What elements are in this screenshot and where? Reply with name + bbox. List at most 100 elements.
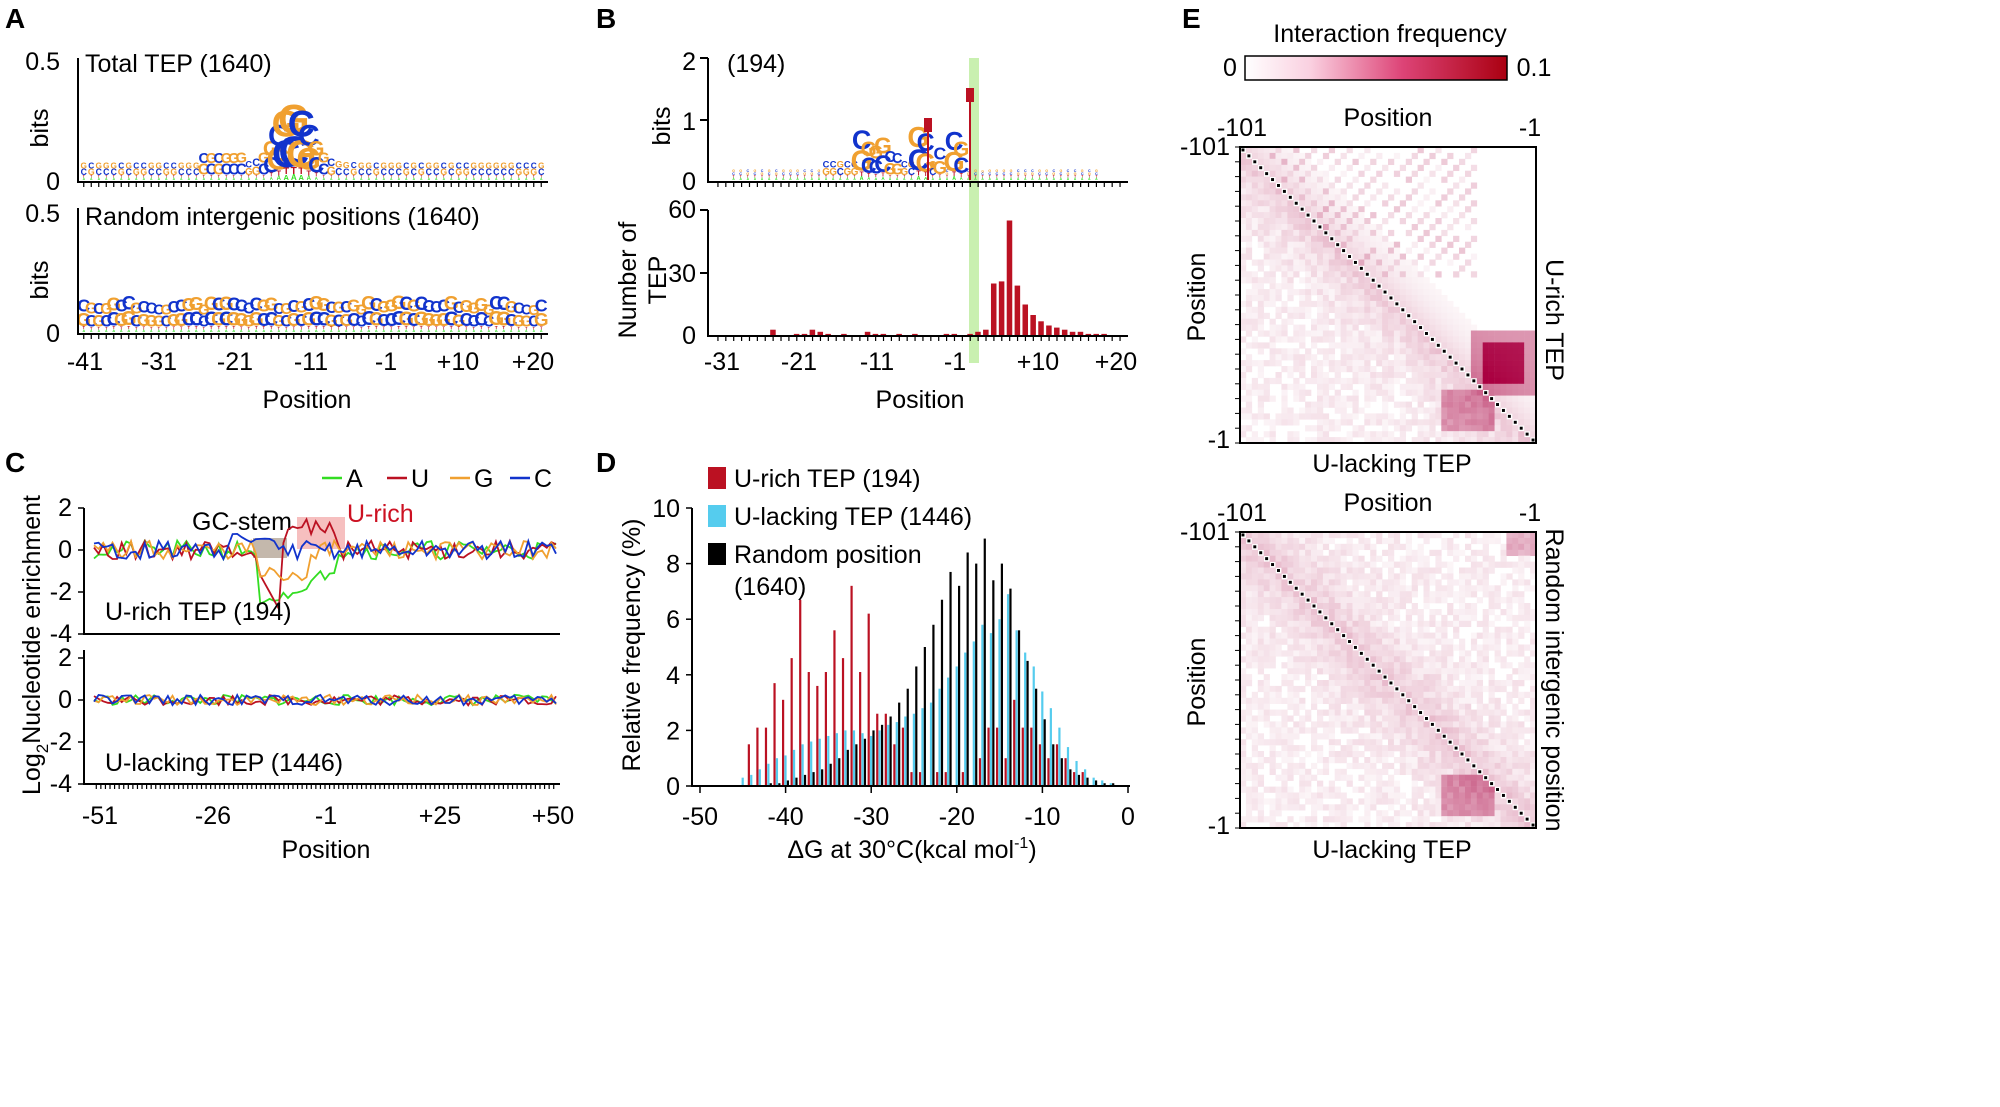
e2-cell: [1500, 786, 1507, 793]
a1-logo-letter: A: [488, 177, 491, 181]
e2-cell: [1245, 620, 1253, 628]
e1-cell: [1352, 218, 1359, 225]
e2-cell: [1245, 532, 1253, 539]
a2-logo-letter: C: [235, 296, 248, 316]
a1-logo-letter: G: [126, 160, 132, 170]
e1-cell: [1334, 289, 1341, 296]
a1-logo-letter: T: [270, 173, 274, 179]
e1-cell: [1328, 206, 1336, 213]
e2-cell: [1382, 685, 1389, 693]
e2-cell: [1346, 774, 1353, 781]
e1-cell: [1305, 437, 1312, 444]
e2-cell: [1263, 656, 1270, 663]
e2-cell: [1358, 691, 1365, 699]
e1-cell: [1299, 241, 1306, 248]
e2-cell: [1482, 727, 1489, 734]
b-logo-letter: C: [830, 159, 837, 169]
a2-logo-letter: C: [182, 310, 196, 331]
b-logo-letter: A: [952, 176, 956, 182]
a1-logo-letter: A: [435, 177, 438, 181]
e2-cell: [1311, 816, 1318, 823]
e1-cell: [1429, 395, 1436, 402]
e2-cell: [1334, 804, 1341, 811]
e1-cell: [1322, 306, 1330, 314]
e2-cell: [1435, 662, 1442, 669]
e2-cell: [1393, 739, 1401, 746]
e2-cell: [1465, 810, 1472, 817]
e2-cell: [1435, 668, 1442, 675]
e1-cell: [1423, 277, 1430, 284]
e2-cell: [1488, 697, 1495, 705]
e2-cell: [1340, 804, 1347, 811]
e2-cell: [1482, 644, 1489, 651]
e1-cell: [1299, 300, 1306, 308]
e2-cell: [1524, 757, 1531, 764]
e2-cell: [1257, 780, 1265, 787]
a1-logo-letter: A: [113, 177, 116, 181]
e2-cell: [1506, 561, 1513, 568]
e1-cell: [1435, 348, 1442, 355]
a2-logo-letter: G: [219, 294, 234, 315]
e2-cell: [1423, 656, 1430, 663]
e2-cell: [1453, 804, 1460, 811]
a2-logo-letter: A: [518, 329, 521, 333]
e1-cell: [1275, 147, 1282, 154]
e2-cell: [1382, 792, 1389, 799]
d-bar-urich: [756, 727, 759, 786]
e1-cell: [1459, 247, 1466, 254]
e1-cell: [1370, 312, 1377, 320]
e1-cell: [1346, 342, 1353, 349]
e1-left-label: Position: [1183, 253, 1211, 342]
e1-cell: [1388, 419, 1395, 426]
e2-cell: [1518, 721, 1525, 728]
e2-cell: [1393, 626, 1401, 633]
e2-cell: [1281, 774, 1288, 781]
e1-cell: [1441, 247, 1448, 254]
e2-cell: [1251, 715, 1259, 722]
e1-cell: [1287, 437, 1294, 444]
e2-cell: [1524, 555, 1531, 562]
b-logo-letter: T: [754, 175, 756, 179]
b-bar: [872, 333, 879, 336]
a2-logo-letter: T: [262, 325, 265, 330]
e2-cell: [1417, 810, 1424, 817]
e2-cell: [1287, 537, 1294, 545]
e1-cell: [1311, 425, 1318, 432]
a2-logo-letter: T: [98, 326, 101, 331]
e1-cell: [1364, 360, 1371, 367]
e1-cell: [1269, 200, 1276, 207]
e2-cell: [1328, 662, 1336, 669]
e1-cell: [1435, 372, 1442, 379]
e2-cell: [1530, 745, 1537, 752]
e2-cell: [1305, 727, 1312, 734]
b-logo-letter: C: [851, 159, 858, 169]
e1-cell: [1322, 152, 1330, 160]
e2-cell: [1317, 751, 1324, 758]
e2-cell: [1488, 685, 1495, 693]
e2-cell: [1346, 609, 1353, 616]
b-logo-letter: G: [746, 172, 749, 176]
e2-cell: [1346, 644, 1353, 651]
e2-cell: [1435, 656, 1442, 663]
e1-cell: [1269, 419, 1276, 426]
e1-cell: [1364, 330, 1371, 337]
e1-cell: [1465, 401, 1472, 408]
a2-logo-letter: G: [429, 310, 443, 330]
e2-cell: [1305, 555, 1312, 562]
e1-cell: [1311, 366, 1318, 373]
a2-logo-letter: C: [273, 301, 284, 318]
e2-cell: [1305, 532, 1312, 539]
e1-cell: [1334, 265, 1341, 272]
e1-cell: [1240, 300, 1247, 308]
b-logo-letter: T: [761, 175, 763, 179]
d-xtick--10: -10: [1024, 803, 1060, 831]
e2-cell: [1423, 733, 1430, 740]
b-logo-letter: A: [853, 177, 856, 181]
e2-cell: [1411, 573, 1418, 580]
e1-cell: [1447, 206, 1454, 213]
e1-cell: [1399, 342, 1407, 349]
e2-cell: [1376, 697, 1383, 705]
e1-cell: [1305, 295, 1312, 302]
b-logo-letter: C: [746, 169, 749, 173]
e2-cell: [1393, 715, 1401, 722]
